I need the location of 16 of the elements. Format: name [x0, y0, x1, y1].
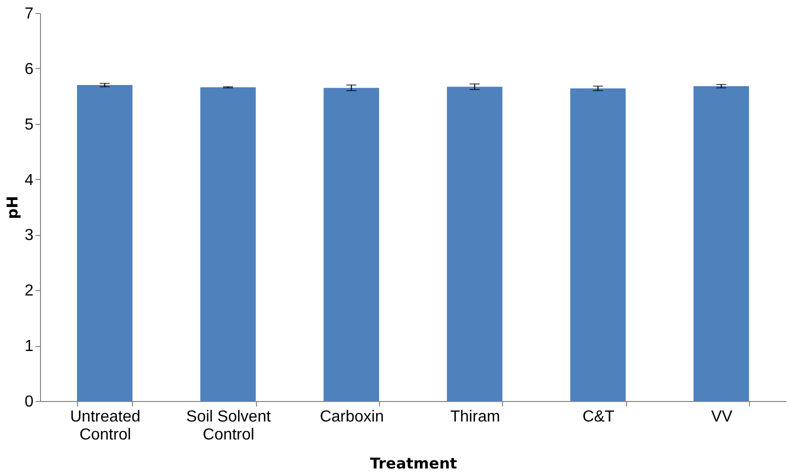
x-tick-label: Thiram	[450, 408, 500, 426]
y-axis-title: pH	[4, 196, 22, 220]
y-tick-label: 3	[24, 227, 34, 244]
y-tick-label: 1	[24, 338, 34, 356]
y-tick-label: 5	[24, 116, 34, 134]
y-tick-label: 7	[24, 6, 34, 22]
y-tick-label: 0	[24, 394, 34, 410]
y-tick-label: 2	[24, 282, 34, 300]
x-tick-label: C&T	[582, 408, 615, 426]
x-tick-label: Soil Solvent Control	[186, 408, 272, 444]
x-axis-title: Treatment	[370, 454, 458, 472]
x-tick-label: Carboxin	[320, 408, 384, 426]
x-tick-label: VV	[711, 408, 733, 426]
x-tick-label: Untreated Control	[70, 408, 140, 444]
y-tick-label: 4	[24, 172, 34, 189]
y-tick-label: 6	[24, 60, 34, 78]
